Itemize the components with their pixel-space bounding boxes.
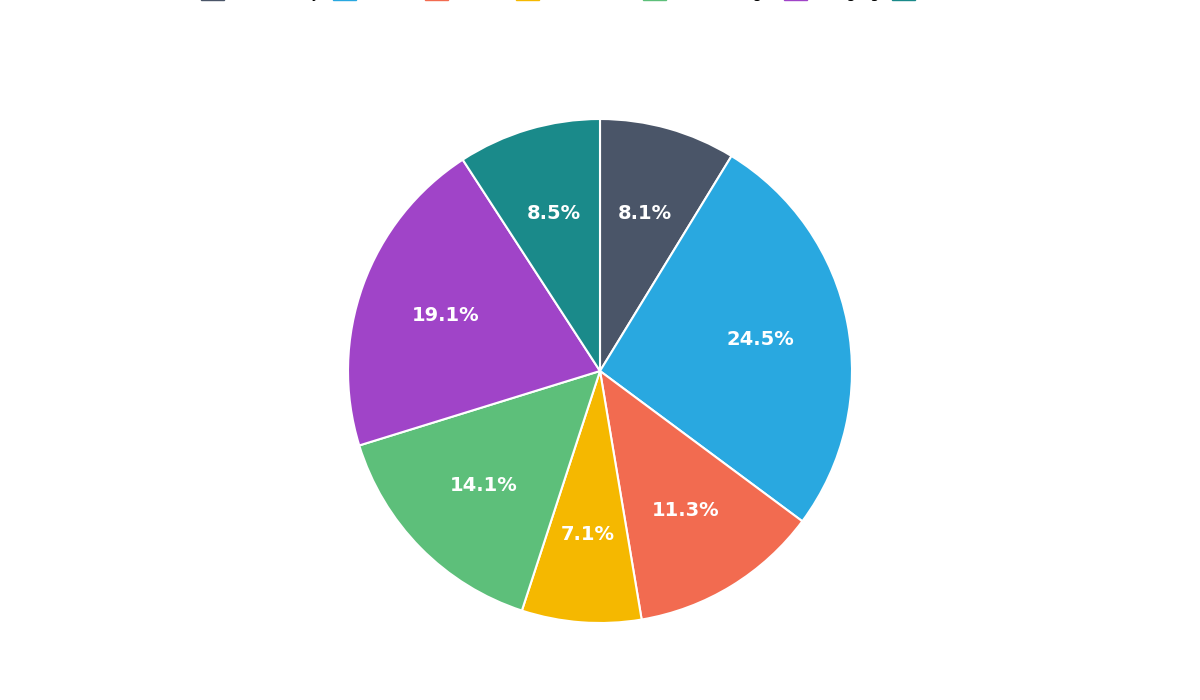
Wedge shape [600,371,803,620]
Text: 14.1%: 14.1% [450,477,517,496]
Text: 11.3%: 11.3% [652,501,719,520]
Text: 7.1%: 7.1% [560,525,614,544]
Wedge shape [359,371,600,610]
Wedge shape [600,156,852,522]
Text: 24.5%: 24.5% [727,330,794,349]
Wedge shape [600,119,732,371]
Legend: Multifamily, Office, Retail, Mixed-Use, Self Storage, Lodging, Industrial: Multifamily, Office, Retail, Mixed-Use, … [197,0,1003,6]
Wedge shape [348,160,600,445]
Text: 19.1%: 19.1% [412,306,480,325]
Wedge shape [463,119,600,371]
Text: 8.1%: 8.1% [617,204,672,223]
Wedge shape [522,371,642,623]
Text: 8.5%: 8.5% [527,204,581,223]
